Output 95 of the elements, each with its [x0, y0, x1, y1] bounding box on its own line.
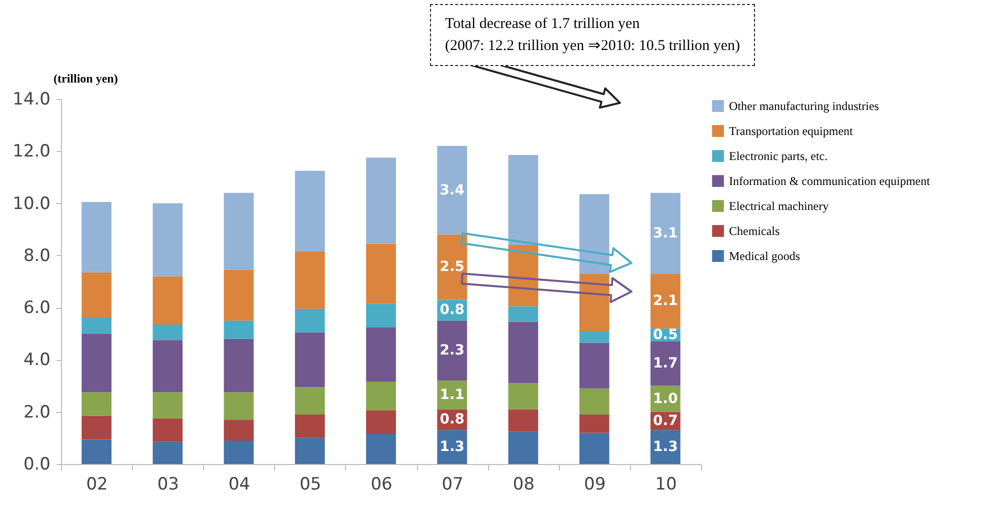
bar: [224, 392, 254, 420]
bar: [294, 414, 325, 438]
bar: [508, 322, 538, 384]
bar: [224, 270, 254, 321]
bar: [152, 203, 183, 276]
y-tick-label: 6.0: [23, 298, 50, 318]
bar: [579, 274, 610, 332]
bar: [82, 318, 112, 334]
text: Total decrease of 1.7 trillion yen (2007: 12.2 trillion yen ⇒2010: 10.5 trillion yen): [430, 4, 756, 66]
bar: [366, 382, 396, 411]
bar: [508, 431, 538, 464]
bar: [579, 432, 610, 464]
bar: [294, 308, 325, 332]
data-label: 1.1: [440, 386, 465, 403]
bar: [508, 306, 538, 322]
bar: [152, 418, 183, 442]
data-label: 3.1: [653, 225, 678, 242]
y-tick-label: 14.0: [12, 90, 50, 110]
y-tick-label: 10.0: [12, 194, 50, 214]
x-tick-label: 03: [157, 474, 179, 494]
x-tick-label: 09: [584, 474, 606, 494]
legend-label: Other manufacturing industries: [729, 99, 880, 113]
bar: [437, 146, 468, 235]
bar: [224, 192, 254, 270]
y-tick-label: 0.0: [23, 454, 50, 474]
bar: [366, 434, 396, 464]
bar: [294, 170, 325, 252]
bar: [294, 332, 325, 388]
bar: [224, 440, 254, 464]
y-tick-label: 8.0: [23, 246, 50, 266]
data-label: 1.3: [440, 439, 465, 456]
bar: [579, 388, 610, 414]
data-label: 2.1: [653, 293, 678, 310]
y-tick-label: 4.0: [23, 350, 50, 370]
bar: [508, 383, 538, 410]
bar: [294, 252, 325, 309]
bar: [366, 158, 396, 244]
y-tick-label: 12.0: [12, 142, 50, 162]
data-label: 1.3: [653, 439, 678, 456]
bar: [650, 430, 680, 464]
bar: [579, 331, 610, 343]
bar: [152, 324, 183, 340]
y-axis-title: (trillion yen): [54, 72, 118, 86]
legend-label: Electrical machinery: [729, 199, 829, 213]
bar: [82, 334, 112, 392]
data-label: 1.7: [653, 356, 678, 372]
x-tick-label: 10: [655, 474, 677, 494]
bar: [366, 304, 396, 328]
data-label: 0.8: [440, 412, 465, 428]
bar: [650, 341, 680, 386]
bar: [152, 340, 183, 392]
bar: [82, 272, 112, 318]
bar: [82, 202, 112, 272]
bar: [366, 244, 396, 304]
legend-label: Information & communication equipment: [729, 174, 931, 188]
bar: [650, 274, 680, 328]
legend-label: Transportation equipment: [729, 124, 854, 138]
bar: [579, 194, 610, 274]
bar: [508, 155, 538, 245]
bar: [152, 276, 183, 325]
x-tick-label: 08: [512, 474, 535, 494]
bar: [224, 320, 254, 339]
x-tick-label: 02: [86, 474, 108, 494]
x-tick-label: 07: [442, 474, 464, 494]
bar: [650, 192, 680, 274]
bar: [508, 409, 538, 432]
bar: [294, 438, 325, 464]
bar: [82, 416, 112, 440]
bar: [224, 420, 254, 441]
bar: [82, 439, 112, 464]
bar: [82, 392, 112, 416]
bar: [152, 442, 183, 464]
data-label: 1.0: [653, 390, 678, 407]
x-tick-label: 06: [370, 474, 392, 494]
bar: [579, 342, 610, 388]
data-label: 3.4: [440, 182, 465, 198]
x-tick-label: 05: [300, 474, 322, 494]
data-label: 2.3: [440, 342, 465, 359]
bar: [579, 414, 610, 433]
bar: [437, 234, 468, 300]
data-label: 0.7: [653, 412, 678, 429]
bar: [366, 327, 396, 382]
bar: [366, 410, 396, 434]
legend-label: Chemicals: [729, 224, 780, 238]
legend-label: Medical goods: [729, 249, 800, 263]
bar: [294, 387, 325, 414]
bar: [152, 392, 183, 418]
y-tick-label: 2.0: [23, 402, 50, 422]
data-label: 0.8: [440, 302, 465, 318]
legend-label: Electronic parts, etc.: [729, 149, 828, 163]
bar: [437, 320, 468, 381]
x-tick-label: 04: [228, 474, 250, 494]
data-label: 0.5: [653, 326, 678, 343]
data-label: 2.5: [440, 259, 465, 276]
bar: [224, 338, 254, 392]
